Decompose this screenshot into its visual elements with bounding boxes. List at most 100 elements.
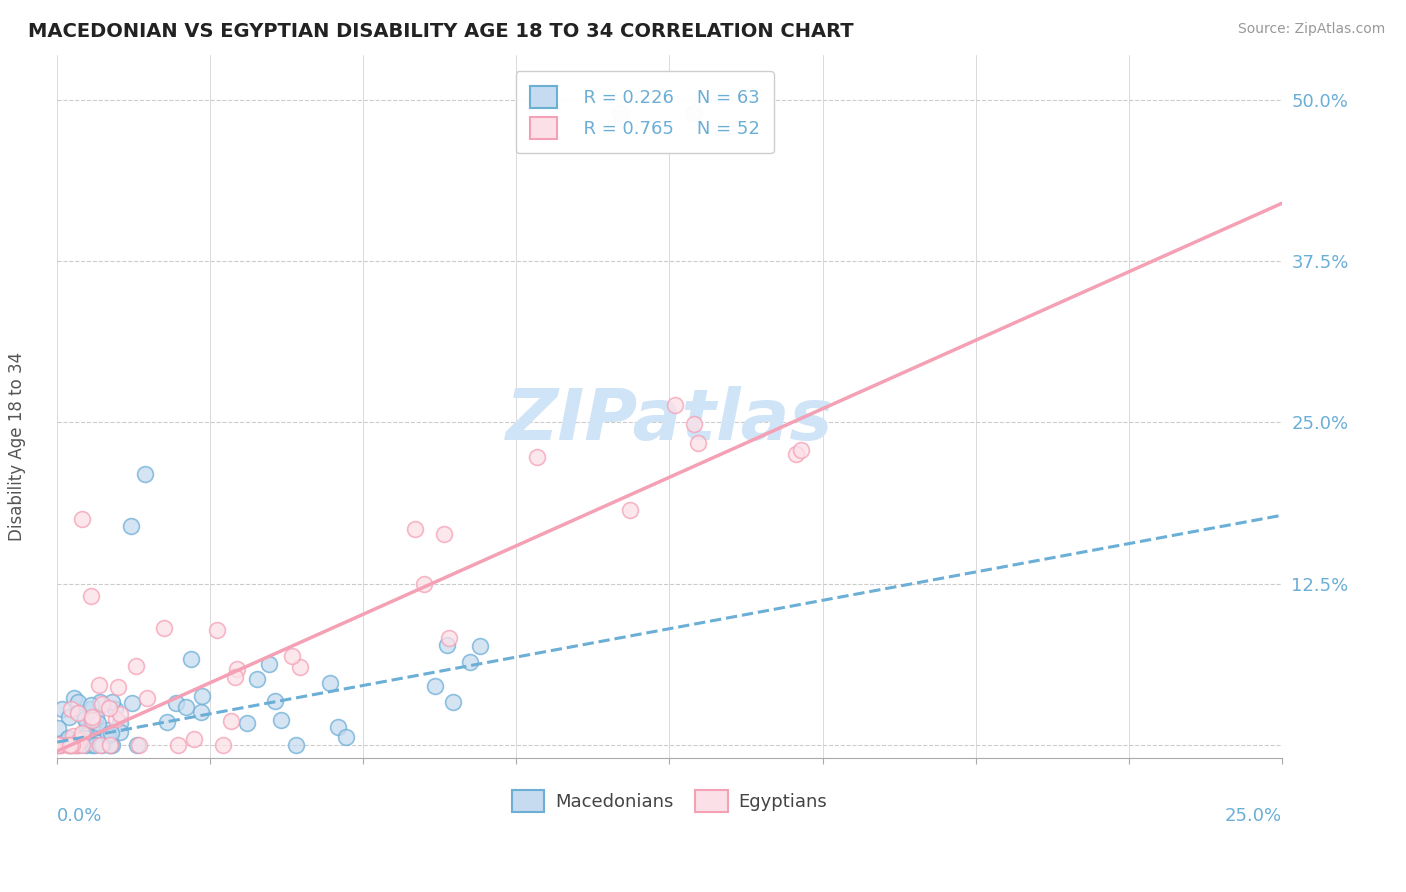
Point <box>80 738 103 752</box>
Point <box>110 715 132 730</box>
Point <box>789 443 811 458</box>
Point <box>436 638 458 652</box>
Point <box>128 738 150 752</box>
Point <box>66 706 89 720</box>
Point <box>190 705 212 719</box>
Point <box>90 738 112 752</box>
Point <box>60 738 83 752</box>
Point <box>441 695 464 709</box>
Point <box>80 590 103 604</box>
Point <box>281 648 304 663</box>
Point <box>235 716 257 731</box>
Point <box>82 713 104 727</box>
Point <box>425 679 447 693</box>
Point <box>183 732 205 747</box>
Point <box>82 710 104 724</box>
Point <box>683 106 706 120</box>
Point <box>66 695 89 709</box>
Point <box>60 702 83 716</box>
Point <box>75 724 97 739</box>
Point <box>212 738 235 752</box>
Point <box>66 738 89 752</box>
Point <box>89 695 111 709</box>
Point <box>190 689 212 703</box>
Point <box>167 738 190 752</box>
Point <box>58 731 80 745</box>
Point <box>84 738 107 752</box>
Point <box>79 698 101 712</box>
Point <box>76 716 98 731</box>
Point <box>46 738 69 752</box>
Point <box>404 522 426 536</box>
Point <box>58 709 80 723</box>
Point <box>46 721 69 735</box>
Point <box>180 652 202 666</box>
Point <box>75 728 97 742</box>
Point <box>105 712 128 726</box>
Point <box>174 700 197 714</box>
Point <box>134 467 156 481</box>
Point <box>205 623 228 637</box>
Point <box>245 672 267 686</box>
Point <box>110 707 132 722</box>
Point <box>224 670 246 684</box>
Point <box>98 738 121 752</box>
Point <box>335 730 357 744</box>
Text: Source: ZipAtlas.com: Source: ZipAtlas.com <box>1237 22 1385 37</box>
Point <box>152 621 174 635</box>
Point <box>619 503 641 517</box>
Point <box>609 106 631 120</box>
Point <box>526 450 548 465</box>
Point <box>87 677 110 691</box>
Text: 0.0%: 0.0% <box>58 806 103 824</box>
Point <box>225 662 247 676</box>
Legend: Macedonians, Egyptians: Macedonians, Egyptians <box>505 782 834 819</box>
Point <box>70 738 93 752</box>
Point <box>56 732 79 747</box>
Point <box>89 738 111 752</box>
Point <box>318 675 340 690</box>
Point <box>270 713 292 727</box>
Point <box>104 702 127 716</box>
Point <box>458 655 481 669</box>
Point <box>100 738 122 752</box>
Point <box>75 732 97 747</box>
Text: 25.0%: 25.0% <box>1225 806 1282 824</box>
Point <box>58 738 80 752</box>
Point <box>221 714 243 728</box>
Point <box>98 701 121 715</box>
Point <box>125 658 148 673</box>
Text: MACEDONIAN VS EGYPTIAN DISABILITY AGE 18 TO 34 CORRELATION CHART: MACEDONIAN VS EGYPTIAN DISABILITY AGE 18… <box>28 22 853 41</box>
Point <box>433 526 456 541</box>
Point <box>48 738 70 752</box>
Point <box>63 690 86 705</box>
Point <box>100 726 122 740</box>
Point <box>108 725 131 739</box>
Point <box>53 734 76 748</box>
Point <box>437 631 460 645</box>
Point <box>136 690 159 705</box>
Point <box>58 738 80 752</box>
Point <box>70 512 93 526</box>
Point <box>686 436 709 450</box>
Point <box>65 738 87 752</box>
Point <box>87 715 110 730</box>
Point <box>468 639 491 653</box>
Point <box>79 701 101 715</box>
Point <box>259 657 281 671</box>
Point <box>51 702 73 716</box>
Point <box>49 738 72 752</box>
Point <box>121 696 143 710</box>
Point <box>63 738 86 752</box>
Text: Disability Age 18 to 34: Disability Age 18 to 34 <box>8 351 25 541</box>
Point <box>84 710 107 724</box>
Point <box>67 732 90 747</box>
Text: ZIPatlas: ZIPatlas <box>506 386 834 455</box>
Point <box>60 738 83 752</box>
Point <box>73 712 96 726</box>
Point <box>48 738 70 752</box>
Point <box>98 738 121 752</box>
Point <box>62 729 84 743</box>
Point <box>664 398 686 412</box>
Point <box>101 738 124 752</box>
